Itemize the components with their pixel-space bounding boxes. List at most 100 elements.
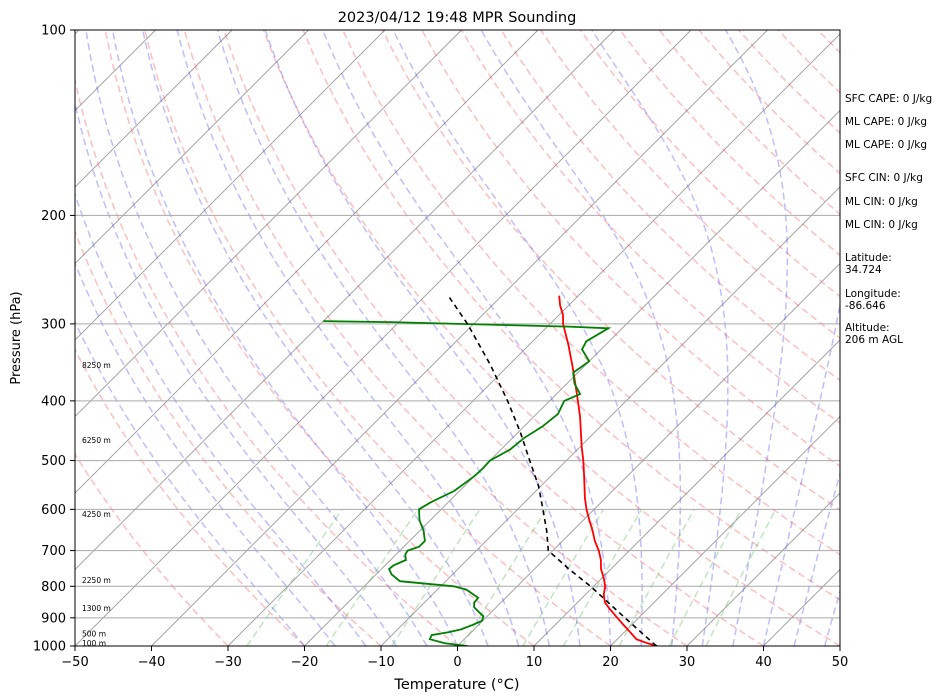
height-label: 100 m — [82, 639, 106, 648]
ml-cape-stat-2: ML CAPE: 0 J/kg — [845, 139, 928, 151]
isotherm-line — [457, 262, 840, 646]
dry-adiabat-line — [500, 30, 840, 382]
plot-area — [75, 30, 840, 646]
x-tick-label: −50 — [61, 655, 88, 670]
y-axis-label: Pressure (hPa) — [9, 291, 24, 384]
height-label: 1300 m — [82, 604, 111, 613]
height-label: 6250 m — [82, 436, 111, 445]
moist-adiabat-line — [111, 30, 459, 646]
x-tick-label: −40 — [138, 655, 165, 670]
dry-adiabat-line — [302, 30, 840, 601]
latitude-label: Latitude: — [845, 252, 892, 264]
y-tick-label: 300 — [41, 317, 66, 332]
y-tick-label: 800 — [41, 580, 66, 595]
isobar-lines — [75, 30, 840, 646]
moist-adiabat-line — [85, 30, 428, 646]
isotherm-line — [380, 186, 840, 646]
temperature-line — [558, 295, 658, 646]
latitude-value: 34.724 — [845, 264, 882, 276]
y-axis-ticks: 100 200 300 400 500 600 700 800 900 1000 — [33, 24, 75, 655]
dry-adiabat-line — [223, 30, 764, 646]
height-label: 2250 m — [82, 576, 111, 585]
altitude-value: 206 m AGL — [845, 334, 903, 346]
x-axis-label: Temperature (°C) — [393, 677, 519, 693]
dewpoint-line — [323, 320, 612, 646]
sfc-cin-stat: SFC CIN: 0 J/kg — [845, 172, 923, 184]
isotherm-line — [75, 30, 539, 494]
moist-adiabat-line — [75, 319, 306, 646]
dry-adiabat-line — [75, 347, 306, 646]
sfc-cape-stat: SFC CAPE: 0 J/kg — [845, 93, 933, 105]
isotherm-line — [75, 30, 233, 188]
y-tick-label: 900 — [41, 611, 66, 626]
moist-adiabat-line — [75, 191, 367, 646]
x-tick-label: −10 — [367, 655, 394, 670]
longitude-value: -86.646 — [845, 300, 886, 312]
moist-adiabat-line — [141, 30, 489, 646]
isotherm-line — [686, 492, 840, 646]
y-tick-label: 1000 — [33, 640, 66, 655]
mixing-ratio-line — [705, 508, 777, 646]
moist-adiabat-line — [216, 30, 551, 646]
isotherm-line — [151, 30, 768, 646]
x-tick-label: 50 — [832, 655, 849, 670]
dry-adiabat-line — [75, 452, 229, 646]
isotherm-line — [75, 30, 462, 418]
isotherm-line — [75, 30, 692, 646]
plot-frame — [74, 29, 841, 647]
isotherm-lines — [75, 30, 840, 646]
moist-adiabat-line — [75, 100, 397, 646]
x-tick-label: 10 — [526, 655, 543, 670]
dry-adiabat-line — [75, 76, 458, 646]
isotherm-line — [610, 415, 840, 646]
y-tick-label: 400 — [41, 394, 66, 409]
moist-adiabat-line — [176, 30, 520, 646]
isotherm-line — [75, 30, 615, 571]
x-tick-label: 20 — [602, 655, 619, 670]
mixing-ratio-line — [461, 508, 547, 646]
isotherm-line — [304, 109, 840, 646]
dry-adiabat-lines — [75, 30, 840, 646]
isotherm-line — [533, 339, 840, 646]
dry-adiabat-line — [262, 30, 840, 646]
dry-adiabat-line — [104, 30, 535, 646]
y-tick-label: 500 — [41, 454, 66, 469]
dry-adiabat-line — [540, 30, 840, 340]
isotherm-line — [75, 30, 309, 265]
moist-adiabat-line — [480, 30, 682, 646]
dry-adiabat-line — [460, 30, 840, 424]
dry-adiabat-line — [75, 229, 382, 646]
x-axis-ticks: −50 −40 −30 −20 −10 0 10 20 30 40 50 — [61, 646, 848, 670]
longitude-label: Longitude: — [845, 288, 901, 300]
height-label: 500 m — [82, 630, 106, 639]
isotherm-line — [75, 30, 386, 341]
chart-title: 2023/04/12 19:48 MPR Sounding — [338, 10, 577, 26]
moist-adiabat-lines — [75, 30, 840, 646]
x-tick-label: 40 — [755, 655, 772, 670]
ml-cape-stat: ML CAPE: 0 J/kg — [845, 116, 928, 128]
moist-adiabat-line — [392, 30, 643, 646]
x-tick-label: −30 — [214, 655, 241, 670]
x-tick-label: 0 — [453, 655, 461, 670]
moist-adiabat-line — [823, 588, 840, 646]
sounding-series — [323, 295, 658, 646]
x-tick-label: 30 — [679, 655, 696, 670]
y-tick-label: 200 — [41, 209, 66, 224]
y-tick-label: 700 — [41, 544, 66, 559]
height-label: 4250 m — [82, 510, 111, 519]
altitude-label: Altitude: — [845, 322, 890, 334]
dry-adiabat-line — [183, 30, 688, 646]
dry-adiabat-line — [143, 30, 611, 646]
height-label: 8250 m — [82, 361, 111, 370]
moist-adiabat-line — [793, 471, 840, 646]
moist-adiabat-line — [725, 30, 789, 646]
x-tick-label: −20 — [291, 655, 318, 670]
y-tick-label: 100 — [41, 24, 66, 39]
dry-adiabat-line — [342, 30, 840, 556]
ml-cin-stat-2: ML CIN: 0 J/kg — [845, 219, 918, 231]
moist-adiabat-line — [75, 261, 336, 646]
moist-adiabat-line — [762, 301, 840, 646]
mixing-ratio-line — [391, 508, 481, 646]
